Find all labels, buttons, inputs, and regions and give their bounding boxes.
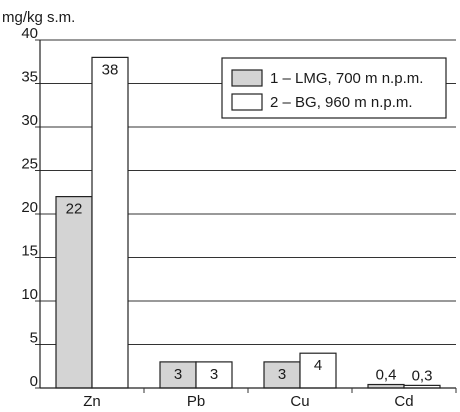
legend-label-series-1: 1 – LMG, 700 m n.p.m. [270, 70, 423, 87]
x-category-label-pb: Pb [187, 393, 205, 410]
data-label-zn-series-2: 38 [102, 61, 119, 78]
y-tick-label: 20 [21, 199, 38, 216]
legend-swatch-series-2 [231, 93, 263, 111]
y-tick-label: 5 [30, 330, 38, 347]
y-tick-label: 10 [21, 286, 38, 303]
x-category-label-zn: Zn [83, 393, 101, 410]
legend-swatch-series-1 [231, 69, 263, 87]
bar-zn-series-1 [55, 196, 93, 389]
y-axis-label: mg/kg s.m. [2, 9, 75, 26]
y-tick-label: 25 [21, 156, 38, 173]
bar-zn-series-2 [91, 56, 129, 389]
data-label-cu-series-2: 4 [314, 357, 322, 374]
data-label-pb-series-1: 3 [174, 366, 182, 383]
y-tick-label: 30 [21, 112, 38, 129]
data-label-zn-series-1: 22 [66, 201, 83, 218]
x-category-label-cu: Cu [290, 393, 309, 410]
x-category-label-cd: Cd [394, 393, 413, 410]
bar-pb-series-1 [159, 361, 197, 389]
y-tick-label: 15 [21, 243, 38, 260]
bar-cu-series-2 [299, 352, 337, 389]
y-tick-label: 40 [21, 25, 38, 42]
data-label-cu-series-1: 3 [278, 366, 286, 383]
y-tick-label: 35 [21, 69, 38, 86]
data-label-pb-series-2: 3 [210, 366, 218, 383]
data-label-cd-series-1: 0,4 [376, 367, 397, 384]
data-label-cd-series-2: 0,3 [412, 367, 433, 384]
y-tick-label: 0 [30, 373, 38, 390]
legend-label-series-2: 2 – BG, 960 m n.p.m. [270, 94, 413, 111]
legend: 1 – LMG, 700 m n.p.m. 2 – BG, 960 m n.p.m… [221, 57, 447, 119]
